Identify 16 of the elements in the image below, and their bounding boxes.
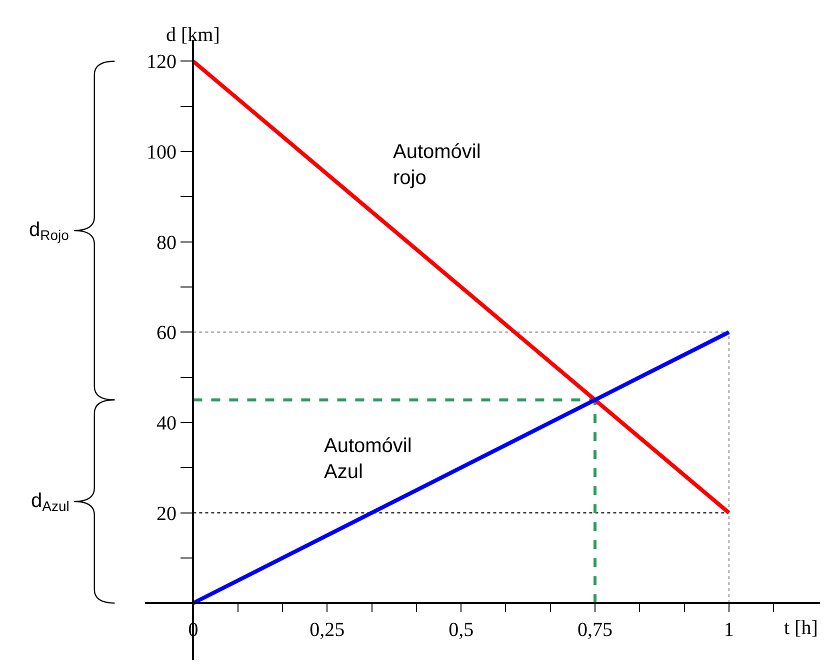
x-tick-label: 0,25 [310,618,345,641]
x-axis-title: t [h] [784,617,818,639]
y-tick-label: 100 [146,142,176,164]
y-tick-label: 60 [156,322,176,344]
y-tick-label: 120 [146,51,176,74]
y-axis-title: d [km] [166,24,220,46]
y-tick-label: 40 [156,412,176,434]
annotation: Automóvil Azul [324,435,412,483]
text: d$_{Azul}$ [31,490,70,514]
y-tick-label: 20 [156,502,176,525]
x-tick-label: 0,75 [578,618,612,641]
annotation: Automóvil rojo [393,141,481,189]
x-tick-label: 1 [724,618,734,641]
text: d$_{Rojo}$ [29,219,70,244]
y-tick-label: 80 [156,232,176,254]
x-tick-label: 0,5 [448,618,474,641]
